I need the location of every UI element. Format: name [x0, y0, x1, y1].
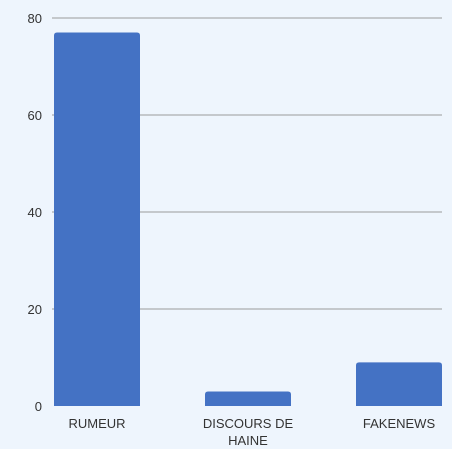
- bar-fakenews: [356, 362, 442, 406]
- x-tick-label-fakenews: FAKENEWS: [363, 416, 436, 431]
- x-tick-label-rumeur: RUMEUR: [68, 416, 125, 431]
- y-tick-label-20: 20: [28, 302, 42, 317]
- x-axis-labels: RUMEUR DISCOURS DE HAINE FAKENEWS: [68, 416, 435, 448]
- y-axis-ticks: 0 20 40 60 80: [28, 11, 42, 414]
- bars: [54, 32, 442, 407]
- bar-rumeur: [54, 32, 140, 407]
- y-tick-label-60: 60: [28, 108, 42, 123]
- x-tick-label-discours-de-haine: DISCOURS DE HAINE: [203, 416, 294, 448]
- y-tick-label-40: 40: [28, 205, 42, 220]
- y-tick-label-80: 80: [28, 11, 42, 26]
- y-tick-label-0: 0: [35, 399, 42, 414]
- bar-discours-de-haine: [205, 391, 291, 406]
